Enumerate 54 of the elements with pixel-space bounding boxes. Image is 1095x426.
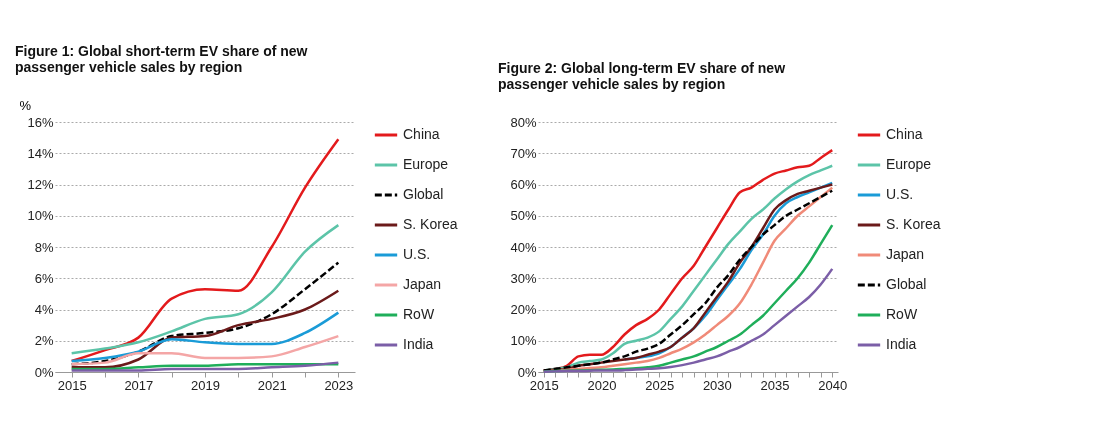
legend-label: Japan — [403, 276, 442, 292]
y-tick-label: 2% — [34, 333, 54, 349]
legend-label: China — [403, 126, 440, 142]
y-tick-label: 60% — [510, 177, 537, 192]
x-tick-label: 2040 — [818, 377, 848, 393]
line-series — [70, 311, 340, 363]
line-series — [542, 267, 834, 373]
x-tick-label: 2019 — [191, 377, 220, 393]
y-tick-label: 80% — [510, 114, 537, 130]
y-tick-label: 14% — [27, 145, 54, 161]
legend-label: China — [886, 126, 923, 142]
line-series — [70, 334, 340, 366]
y-tick-label: 30% — [510, 270, 537, 286]
legend-label: RoW — [886, 306, 918, 322]
y-tick-label: 10% — [27, 208, 54, 224]
x-tick-label: 2021 — [257, 377, 287, 393]
y-tick-label: 16% — [27, 114, 54, 130]
chart-title: Figure 2: Global long-term EV share of new passenger vehicle sales by region — [498, 60, 786, 92]
legend-label: U.S. — [403, 246, 431, 262]
legend-label: S. Korea — [403, 216, 458, 232]
x-tick-label: 2030 — [702, 377, 732, 393]
x-tick-label: 2015 — [57, 377, 87, 393]
x-tick-label: 2020 — [587, 377, 617, 393]
legend-label: Global — [886, 276, 927, 292]
y-tick-label: 8% — [34, 239, 54, 255]
y-tick-label: 0% — [34, 364, 54, 380]
y-tick-label: 0% — [517, 364, 537, 380]
y-axis-title: % — [19, 97, 32, 113]
y-tick-label: 10% — [510, 333, 537, 349]
line-series — [70, 289, 340, 369]
x-tick-label: 2023 — [324, 377, 354, 393]
y-tick-label: 12% — [27, 177, 54, 192]
x-tick-label: 2015 — [529, 377, 559, 393]
line-series — [70, 223, 340, 355]
y-tick-label: 50% — [510, 208, 537, 224]
x-tick-label: 2035 — [760, 377, 790, 393]
y-tick-label: 4% — [34, 302, 54, 317]
y-tick-label: 70% — [510, 145, 537, 161]
y-tick-label: 20% — [510, 302, 537, 317]
legend-label: India — [886, 336, 917, 352]
legend-label: U.S. — [886, 186, 914, 202]
legend-label: Global — [403, 186, 444, 202]
chart-title: Figure 1: Global short-term EV share of new passenger vehicle sales by region — [15, 43, 308, 75]
legend-label: Japan — [886, 246, 925, 262]
legend-label: Europe — [886, 156, 932, 172]
legend-label: RoW — [403, 306, 435, 322]
x-tick-label: 2025 — [645, 377, 675, 393]
line-series — [70, 137, 340, 363]
legend-label: India — [403, 336, 434, 352]
y-tick-label: 6% — [34, 270, 54, 286]
y-tick-label: 40% — [510, 239, 537, 255]
legend-label: Europe — [403, 156, 449, 172]
legend-label: S. Korea — [886, 216, 941, 232]
x-tick-label: 2017 — [124, 377, 154, 393]
